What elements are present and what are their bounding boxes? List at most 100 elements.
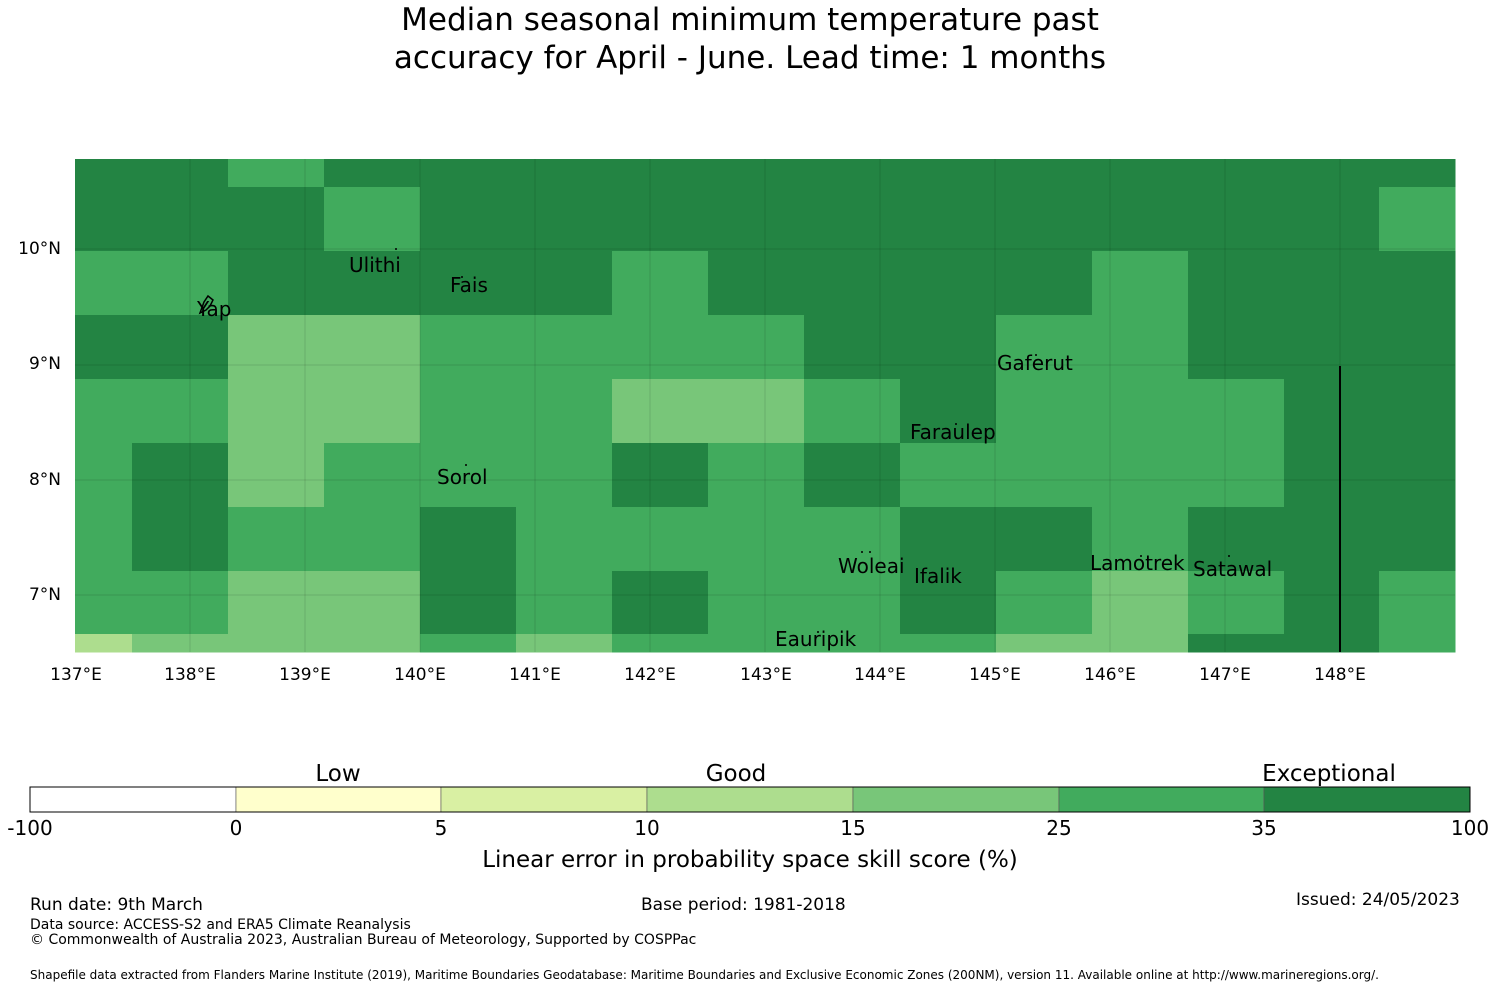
grid-cell — [708, 379, 805, 444]
graticule — [75, 159, 1455, 652]
colorbar-category-low: Low — [315, 761, 361, 787]
lon-label-142e: 142°E — [624, 665, 676, 685]
grid-cell — [996, 251, 1093, 316]
grid-cell — [420, 251, 517, 316]
grid-cell — [228, 315, 325, 380]
colorbar-tick: 5 — [434, 816, 448, 840]
grid-cell — [75, 634, 133, 653]
place-label-ifalik: Ifalik — [914, 564, 962, 588]
grid-cell — [708, 443, 805, 508]
grid-cell — [1379, 634, 1456, 653]
place-label-fais: Fais — [450, 273, 488, 297]
grid-cell — [1379, 571, 1456, 635]
grid-cell — [900, 315, 997, 380]
grid-cell — [420, 507, 517, 572]
grid-cell — [228, 379, 325, 444]
grid-cell — [228, 571, 325, 635]
grid-cell — [1092, 507, 1189, 572]
run-date: Run date: 9th March — [30, 895, 203, 915]
grid-cell — [996, 379, 1093, 444]
colorbar-tick: 100 — [1450, 816, 1490, 840]
grid-cell — [900, 187, 997, 252]
grid-cell — [228, 443, 325, 508]
place-label-ulithi: Ulithi — [349, 253, 401, 277]
colorbar-frame — [29, 786, 1471, 813]
grid-cell — [804, 315, 901, 380]
grid-cell — [132, 443, 229, 508]
grid-cell — [804, 379, 901, 444]
grid-cell — [996, 634, 1093, 653]
grid-cell — [612, 443, 709, 508]
grid-cell — [1092, 571, 1189, 635]
grid-cell — [324, 443, 421, 508]
lon-label-146e: 146°E — [1084, 665, 1136, 685]
grid-cell — [228, 159, 325, 188]
grid-cell — [1379, 159, 1456, 188]
grid-cell — [1379, 443, 1456, 508]
grid-cell — [612, 315, 709, 380]
lat-label-7n: 7°N — [28, 585, 61, 605]
place-label-sorol: Sorol — [437, 465, 488, 489]
lon-label-144e: 144°E — [854, 665, 906, 685]
colorbar-segment — [1058, 786, 1265, 813]
colorbar-segment — [646, 786, 854, 813]
colorbar-tick: -100 — [7, 816, 53, 840]
grid-cell — [612, 187, 709, 252]
lon-label-138e: 138°E — [164, 665, 216, 685]
colorbar-tick: 25 — [1046, 816, 1072, 840]
grid-cell — [1379, 379, 1456, 444]
lat-label-9n: 9°N — [28, 354, 61, 374]
grid-cell — [516, 379, 613, 444]
grid-cell — [75, 571, 133, 635]
grid-cell — [75, 507, 133, 572]
grid-cell — [1188, 443, 1285, 508]
grid-cell — [1284, 507, 1380, 572]
grid-cell — [996, 159, 1093, 188]
grid-cell — [132, 159, 229, 188]
grid-cell — [804, 251, 901, 316]
place-label-eauripik: Eauripik — [775, 627, 857, 651]
grid-cell — [1092, 315, 1189, 380]
lon-label-137e: 137°E — [50, 665, 102, 685]
grid-cell — [75, 159, 133, 188]
copyright-notice: © Commonwealth of Australia 2023, Austra… — [30, 932, 697, 948]
grid-cell — [516, 315, 613, 380]
grid-cell — [1284, 251, 1380, 316]
grid-cell — [1379, 187, 1456, 252]
colorbar-segment — [440, 786, 648, 813]
colorbar-tick: 35 — [1251, 816, 1277, 840]
place-label-woleai: Woleai — [838, 554, 905, 578]
grid-cell — [900, 443, 997, 508]
grid-cell — [1284, 315, 1380, 380]
grid-cell — [75, 379, 133, 444]
grid-cell — [1188, 571, 1285, 635]
grid-cell — [708, 571, 805, 635]
grid-cell — [708, 507, 805, 572]
map-title-line-2: accuracy for April - June. Lead time: 1 … — [393, 40, 1107, 76]
grid-cell — [228, 187, 325, 252]
colorbar-category-good: Good — [705, 761, 767, 787]
grid-cell — [996, 507, 1093, 572]
issued-date: Issued: 24/05/2023 — [1296, 890, 1460, 910]
grid-cell — [900, 507, 997, 572]
grid-cell — [1092, 187, 1189, 252]
grid-cell — [900, 571, 997, 635]
grid-cell — [324, 187, 421, 252]
grid-cell — [75, 443, 133, 508]
grid-cell — [516, 634, 613, 653]
colorbar-label: Linear error in probability space skill … — [482, 847, 1018, 873]
grid-cell — [516, 443, 613, 508]
grid-cell — [420, 634, 517, 653]
grid-cell — [324, 159, 421, 188]
colorbar-segment — [235, 786, 442, 813]
grid-cell — [132, 315, 229, 380]
grid-cell — [1284, 443, 1380, 508]
grid-cell — [420, 187, 517, 252]
lat-label-10n: 10°N — [18, 239, 61, 259]
grid-cell — [1188, 379, 1285, 444]
grid-cell — [132, 571, 229, 635]
lon-label-143e: 143°E — [740, 665, 792, 685]
place-label-yap: Yap — [197, 297, 232, 321]
grid-cell — [1092, 634, 1189, 653]
